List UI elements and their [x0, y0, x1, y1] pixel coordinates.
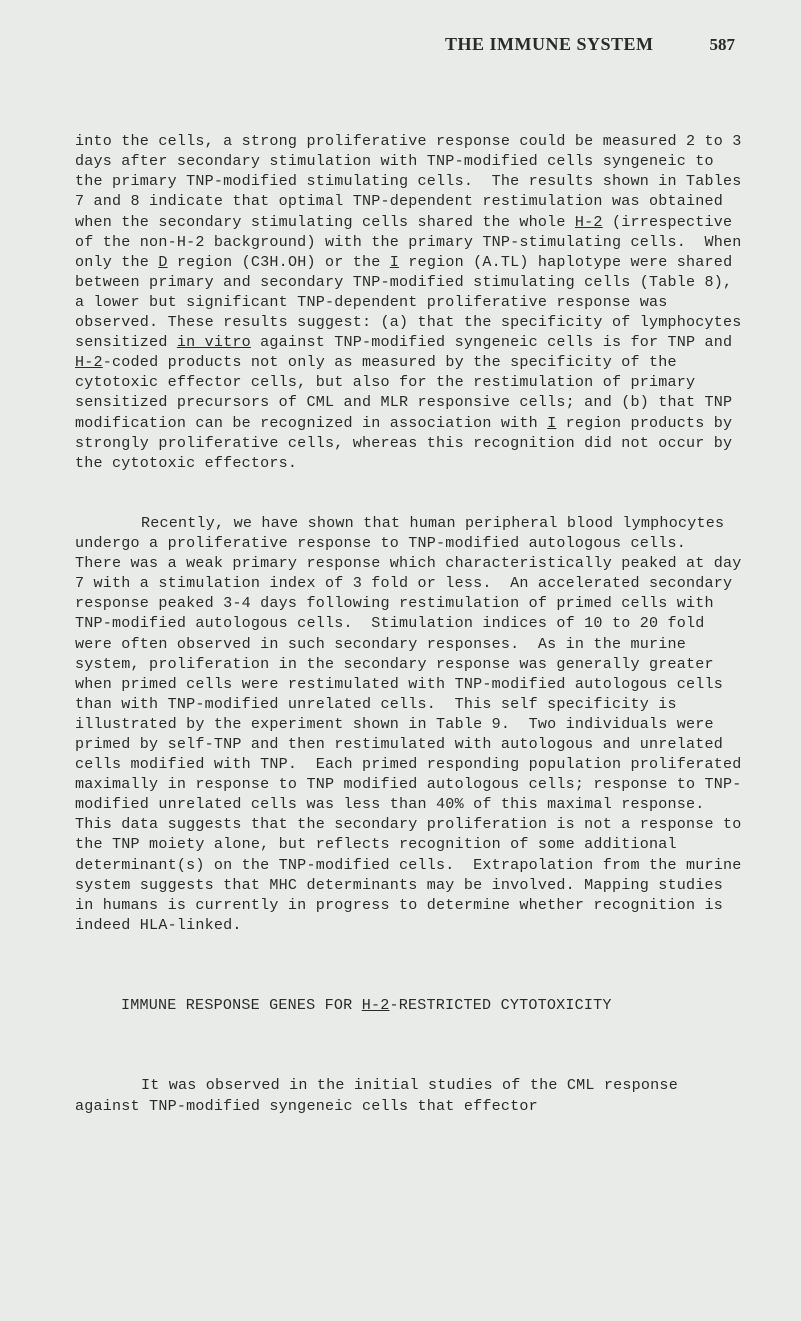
text-run: region (C3H.OH) or the [168, 253, 390, 271]
running-title: THE IMMUNE SYSTEM [445, 34, 654, 55]
text-run: against TNP-modified syngeneic cells is … [251, 333, 742, 351]
text-run: Recently, we have shown that human perip… [75, 514, 751, 934]
paragraph-1: into the cells, a strong proliferative r… [75, 131, 747, 473]
text-run: It was observed in the initial studies o… [75, 1076, 687, 1114]
text-run: -RESTRICTED CYTOTOXICITY [389, 996, 611, 1014]
document-page: THE IMMUNE SYSTEM 587 into the cells, a … [0, 0, 801, 1196]
paragraph-2: Recently, we have shown that human perip… [75, 513, 747, 935]
body-text: into the cells, a strong proliferative r… [75, 91, 747, 1156]
page-number: 587 [710, 35, 736, 55]
section-heading: IMMUNE RESPONSE GENES FOR H-2-RESTRICTED… [75, 995, 747, 1015]
paragraph-3: It was observed in the initial studies o… [75, 1075, 747, 1115]
underlined-in-vitro: in vitro [177, 333, 251, 351]
page-header: THE IMMUNE SYSTEM 587 [75, 34, 747, 55]
underlined-h2: H-2 [75, 353, 103, 371]
underlined-d: D [158, 253, 167, 271]
text-run: IMMUNE RESPONSE GENES FOR [121, 996, 362, 1014]
underlined-h2: H-2 [362, 996, 390, 1014]
underlined-i: I [390, 253, 399, 271]
underlined-h2: H-2 [575, 213, 603, 231]
